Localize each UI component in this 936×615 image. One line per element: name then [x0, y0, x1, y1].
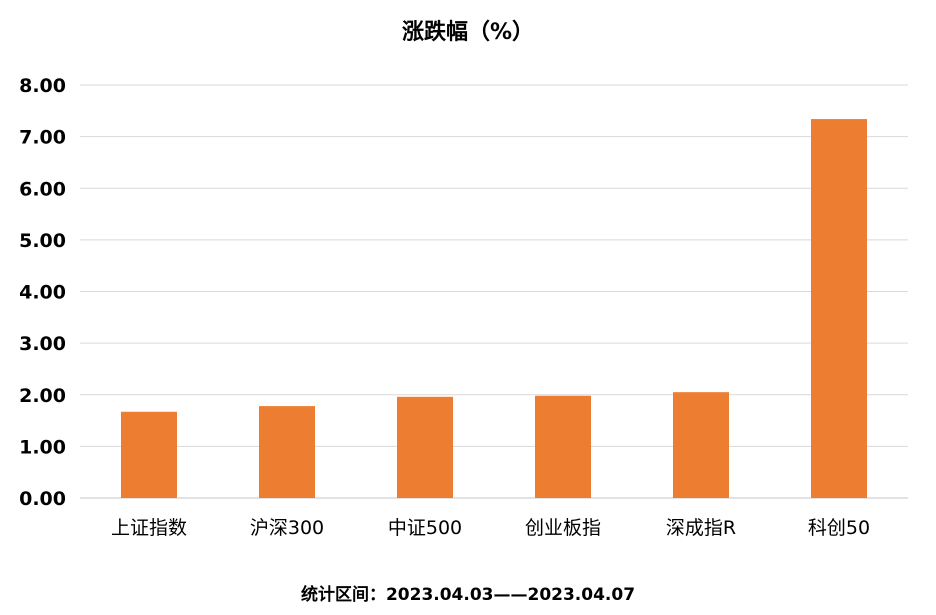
chart-title: 涨跌幅（%）	[401, 20, 535, 45]
x-tick-label: 创业板指	[525, 517, 601, 539]
y-tick-label: 4.00	[19, 282, 66, 304]
y-tick-label: 8.00	[19, 75, 66, 97]
y-tick-label: 0.00	[19, 488, 66, 510]
x-tick-label: 上证指数	[111, 517, 187, 539]
bar	[673, 392, 729, 498]
gridlines	[80, 84, 908, 499]
bar	[259, 406, 315, 498]
x-tick-label: 深成指R	[666, 517, 736, 539]
x-tick-label: 中证500	[388, 517, 462, 539]
y-tick-label: 7.00	[19, 127, 66, 149]
y-tick-label: 6.00	[19, 178, 66, 200]
bar	[397, 396, 453, 498]
bar	[535, 395, 591, 498]
y-tick-label: 1.00	[19, 436, 66, 458]
y-tick-label: 5.00	[19, 230, 66, 252]
bar	[121, 411, 177, 498]
x-axis-ticks: 上证指数 沪深300 中证500 创业板指 深成指R 科创50	[111, 517, 870, 539]
footnote: 统计区间：2023.04.03——2023.04.07	[300, 585, 636, 605]
y-tick-label: 3.00	[19, 333, 66, 355]
bar	[811, 119, 867, 498]
y-tick-label: 2.00	[19, 385, 66, 407]
x-tick-label: 科创50	[808, 517, 870, 539]
bars	[121, 119, 867, 498]
y-axis-ticks: 0.00 1.00 2.00 3.00 4.00 5.00 6.00 7.00 8.00	[19, 75, 66, 510]
x-tick-label: 沪深300	[250, 517, 324, 539]
bar-chart: 0.00 1.00 2.00 3.00 4.00 5.00 6.00 7.00 8.00 上证指…	[19, 75, 908, 539]
